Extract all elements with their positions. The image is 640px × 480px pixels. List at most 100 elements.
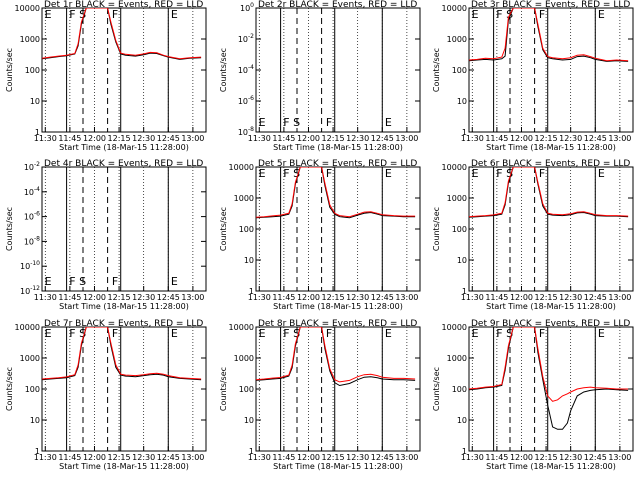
det-8-marker-f: F [283, 327, 289, 340]
det-6-panel: Det 6r BLACK = Events, RED = LLD 1 10 100 10… [432, 159, 634, 311]
det-5-title: Det 5r BLACK = Events, RED = LLD [258, 159, 417, 169]
det-7-marker-f: F [69, 327, 75, 340]
det-1-ytick-label: 100 [25, 66, 40, 75]
det-7-ylabel: Counts/sec [5, 367, 14, 411]
det-1-marker-e: E [171, 8, 178, 21]
det-3-ytick-label: 100 [452, 66, 467, 75]
det-6-ytick-label: 1000 [447, 194, 467, 203]
det-2-ylabel: Counts/sec [219, 48, 228, 92]
det-3-xtick-label: 12:00 [510, 134, 533, 143]
det-9-marker-e: E [598, 327, 605, 340]
det-1-marker-f: F [69, 8, 75, 21]
det-9-marker-s: S [506, 327, 513, 340]
det-6-marker-f: F [496, 167, 502, 180]
det-3-ytick-label: 10 [457, 97, 467, 106]
det-4-xtick-label: 12:30 [132, 293, 155, 302]
det-8-xtick-label: 12:45 [371, 453, 394, 462]
det-9-ytick-label: 100 [452, 385, 467, 394]
det-8-xtick-label: 11:30 [248, 453, 271, 462]
det-2-ytick-label: 10-4 [238, 64, 254, 75]
det-3-ytick-label: 1000 [447, 35, 467, 44]
det-8-xtick-label: 12:30 [346, 453, 369, 462]
det-4-ytick-label: 10-2 [24, 161, 40, 172]
det-1-ylabel: Counts/sec [5, 48, 14, 92]
det-9-marker-e: E [472, 327, 479, 340]
det-8-xtick-label: 13:00 [395, 453, 418, 462]
det-1-lld-line [42, 8, 202, 60]
det-7-xtick-label: 11:45 [58, 453, 81, 462]
det-5-xtick-label: 13:00 [395, 293, 418, 302]
det-5-ytick-label: 10000 [229, 163, 254, 172]
det-7-marker-e: E [45, 327, 52, 340]
det-5-lld-line [256, 167, 416, 218]
det-3-lld-line [469, 8, 629, 62]
det-9-lld-line [469, 327, 629, 402]
det-8-ytick-label: 10 [244, 416, 254, 425]
det-7-marker-s: S [79, 327, 86, 340]
det-7-xtick-label: 13:00 [181, 453, 204, 462]
det-4-xlabel: Start Time (18-Mar-15 11:28:00) [59, 302, 189, 311]
det-8-lld-line [256, 327, 416, 383]
det-4-xtick-label: 11:45 [58, 293, 81, 302]
det-4-marker-e: E [45, 275, 52, 288]
det-9-ytick-label: 10000 [442, 323, 467, 332]
det-6-ytick-label: 10 [457, 256, 467, 265]
det-8-ytick-label: 100 [239, 385, 254, 394]
det-4-title: Det 4r BLACK = Events, RED = LLD [44, 159, 203, 169]
det-4-xtick-label: 11:30 [34, 293, 57, 302]
det-2-xtick-label: 12:00 [297, 134, 320, 143]
det-2-marker-s: S [293, 116, 300, 129]
det-1-marker-s: S [79, 8, 86, 21]
det-7-lld-line [42, 327, 202, 380]
det-5-marker-f: F [326, 167, 332, 180]
det-6-marker-e: E [472, 167, 479, 180]
det-5-ytick-label: 1 [249, 287, 254, 296]
det-2-xtick-label: 11:30 [248, 134, 271, 143]
det-5-xtick-label: 11:45 [272, 293, 295, 302]
det-8-panel: Det 8r BLACK = Events, RED = LLD 1 10 100 10… [219, 319, 421, 471]
det-8-xtick-label: 11:45 [272, 453, 295, 462]
det-6-lld-line [469, 167, 629, 218]
det-2-xtick-label: 11:45 [272, 134, 295, 143]
det-7-xtick-label: 12:45 [157, 453, 180, 462]
det-1-ytick-label: 1000 [20, 35, 40, 44]
det-1-xlabel: Start Time (18-Mar-15 11:28:00) [59, 143, 189, 152]
det-6-title: Det 6r BLACK = Events, RED = LLD [471, 159, 630, 169]
det-9-xtick-label: 12:00 [510, 453, 533, 462]
det-9-xtick-label: 11:30 [461, 453, 484, 462]
det-3-marker-f: F [496, 8, 502, 21]
det-9-xtick-label: 12:15 [535, 453, 558, 462]
det-7-panel: Det 7r BLACK = Events, RED = LLD 1 10 100 10… [5, 319, 207, 471]
det-5-events-line [256, 167, 416, 219]
det-3-panel: Det 3r BLACK = Events, RED = LLD 1 10 100 10… [432, 0, 634, 152]
det-2-xtick-label: 12:15 [322, 134, 345, 143]
det-8-marker-s: S [293, 327, 300, 340]
det-5-xtick-label: 11:30 [248, 293, 271, 302]
det-9-xlabel: Start Time (18-Mar-15 11:28:00) [486, 462, 616, 471]
det-2-marker-f: F [283, 116, 289, 129]
det-7-ytick-label: 1000 [20, 354, 40, 363]
det-7-ytick-label: 100 [25, 385, 40, 394]
det-5-xtick-label: 12:30 [346, 293, 369, 302]
det-8-marker-e: E [385, 327, 392, 340]
det-9-xtick-label: 13:00 [608, 453, 631, 462]
det-5-marker-e: E [259, 167, 266, 180]
det-3-xlabel: Start Time (18-Mar-15 11:28:00) [486, 143, 616, 152]
det-1-ytick-label: 1 [35, 128, 40, 137]
det-6-marker-f: F [539, 167, 545, 180]
det-4-ytick-label: 10-4 [24, 186, 40, 197]
det-1-ytick-label: 10 [30, 97, 40, 106]
det-5-marker-f: F [283, 167, 289, 180]
det-6-xtick-label: 12:30 [559, 293, 582, 302]
det-8-xtick-label: 12:15 [322, 453, 345, 462]
det-4-xtick-label: 12:00 [83, 293, 106, 302]
det-1-marker-f: F [112, 8, 118, 21]
det-6-ylabel: Counts/sec [432, 207, 441, 251]
det-2-title: Det 2r BLACK = Events, RED = LLD [258, 0, 417, 10]
det-2-ytick-label: 10-2 [238, 33, 254, 44]
det-8-ytick-label: 1000 [234, 354, 254, 363]
det-7-ytick-label: 10 [30, 416, 40, 425]
det-1-xtick-label: 12:15 [108, 134, 131, 143]
det-7-title: Det 7r BLACK = Events, RED = LLD [44, 319, 203, 329]
